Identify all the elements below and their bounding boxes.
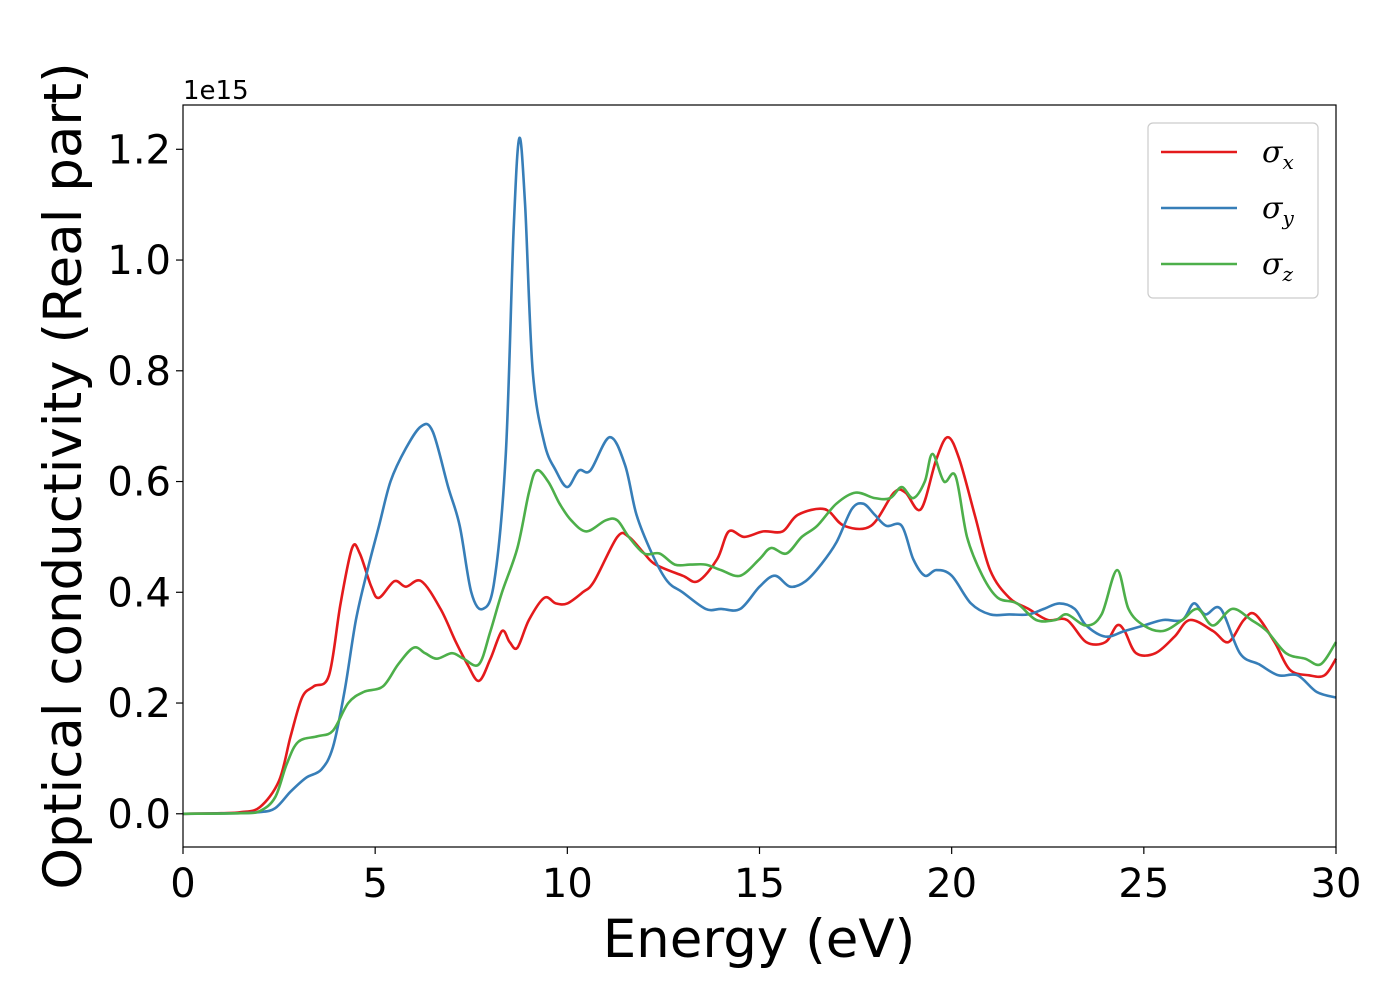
x-tick-label: 0	[170, 861, 195, 907]
x-tick-label: 5	[362, 861, 387, 907]
y-tick-label: 1.0	[107, 238, 171, 284]
x-tick-label: 25	[1118, 861, 1169, 907]
series-line-x	[182, 435, 1338, 816]
x-axis: 0 5 10 15 20 25 30	[170, 847, 1361, 907]
legend-box	[1147, 122, 1319, 299]
x-tick-label: 30	[1311, 861, 1362, 907]
series-layer	[182, 136, 1338, 816]
x-tick-label: 20	[926, 861, 977, 907]
y-axis: 0.0 0.2 0.4 0.6 0.8 1.0 1.2	[107, 127, 183, 838]
y-tick-label: 0.8	[107, 349, 171, 395]
x-axis-label: Energy (eV)	[603, 909, 916, 970]
series-line-z	[182, 452, 1338, 816]
x-tick-label: 10	[542, 861, 593, 907]
plot-background	[183, 105, 1336, 847]
y-tick-label: 0.4	[107, 570, 171, 616]
y-tick-label: 1.2	[107, 127, 171, 173]
y-offset-label: 1e15	[183, 76, 249, 106]
y-tick-label: 0.2	[107, 681, 171, 727]
y-tick-label: 0.6	[107, 460, 171, 506]
series-line-y	[182, 136, 1337, 816]
y-tick-label: 0.0	[107, 792, 171, 838]
legend-label-y: σy	[1262, 191, 1294, 230]
y-axis-label: Optical conductivity (Real part)	[33, 62, 94, 889]
x-tick-label: 15	[734, 861, 785, 907]
